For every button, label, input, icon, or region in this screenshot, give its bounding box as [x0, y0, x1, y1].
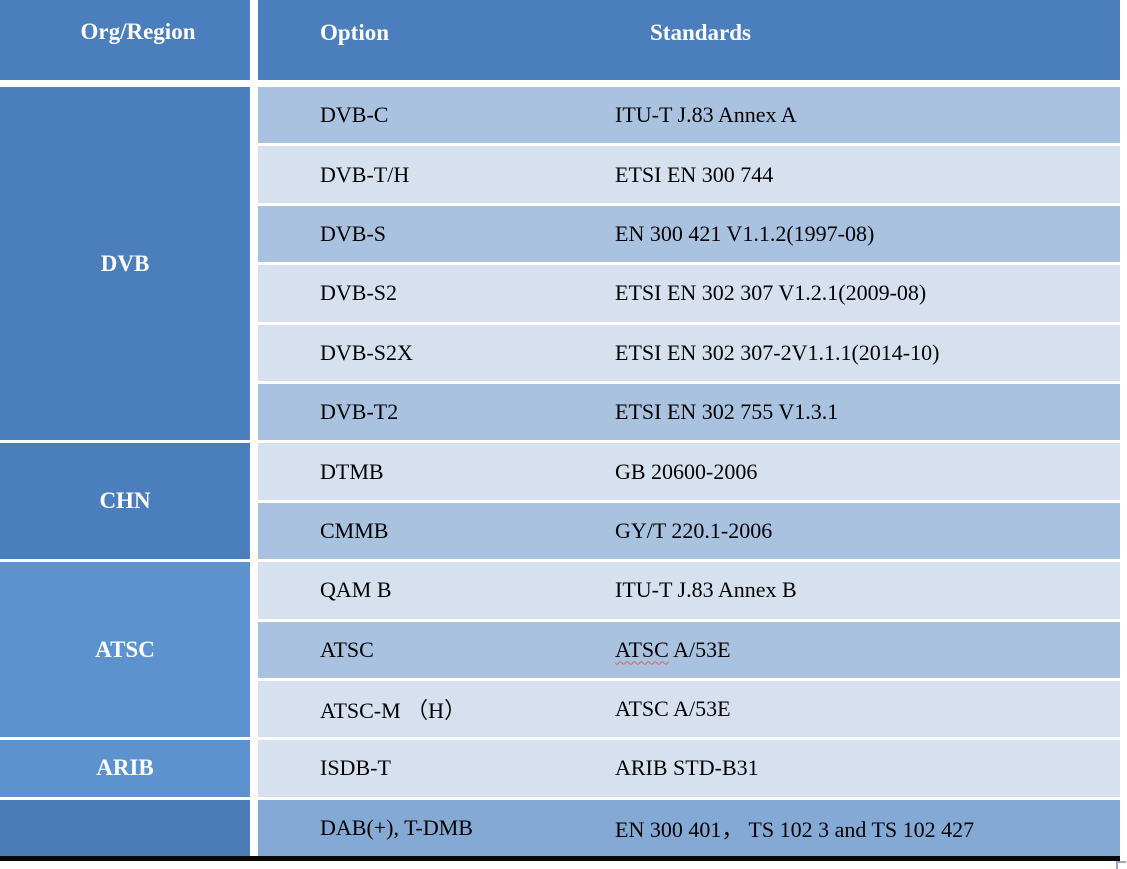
- column-header-org-region: Org/Region: [0, 0, 250, 80]
- standards-cell: ETSI EN 302 755 V1.3.1: [615, 399, 839, 425]
- table-row: ATSC ATSC A/53E: [258, 621, 1120, 678]
- table-row: CMMB GY/T 220.1-2006: [258, 502, 1120, 560]
- table-body: DVB CHN ATSC ARIB DVB-C ITU-T J.83 Annex…: [0, 87, 1127, 857]
- standards-cell: EN 300 421 V1.1.2(1997-08): [615, 220, 875, 246]
- option-cell: ATSC-M （H）: [320, 698, 467, 724]
- option-cell: DVB-S2: [320, 280, 398, 306]
- table-row: ATSC-M （H） ATSC A/53E: [258, 680, 1120, 738]
- standards-cell: EN 300 401， TS 102 3 and TS 102 427: [615, 816, 975, 842]
- option-cell: DAB(+), T-DMB: [320, 814, 473, 840]
- option-cell: DVB-S2X: [320, 339, 413, 365]
- standards-cell: ATSC A/53E: [615, 637, 731, 663]
- standards-cell: ATSC A/53E: [615, 696, 731, 722]
- standards-header-label: Standards: [650, 20, 751, 45]
- org-label: ARIB: [96, 755, 154, 781]
- option-header-label: Option: [320, 20, 390, 45]
- option-cell: DVB-T/H: [320, 161, 410, 187]
- column-header-right-block: Option Standards: [258, 0, 1120, 80]
- standards-cell: ETSI EN 300 744: [615, 161, 774, 187]
- standards-text-rest: A/53E: [668, 636, 731, 662]
- table-row: DVB-T2 ETSI EN 302 755 V1.3.1: [258, 383, 1120, 441]
- org-cell-arib: ARIB: [0, 740, 250, 797]
- option-cell: DVB-T2: [320, 399, 399, 425]
- org-region-header-label: Org/Region: [80, 19, 196, 44]
- table-corner-handle[interactable]: [1116, 861, 1126, 869]
- option-cell: DVB-C: [320, 102, 389, 128]
- option-cell: ISDB-T: [320, 755, 391, 781]
- table-row: DVB-S EN 300 421 V1.1.2(1997-08): [258, 205, 1120, 263]
- table-row: DVB-S2X ETSI EN 302 307-2V1.1.1(2014-10): [258, 324, 1120, 381]
- table-row: DAB(+), T-DMB EN 300 401， TS 102 3 and T…: [258, 799, 1120, 857]
- table-row: QAM B ITU-T J.83 Annex B: [258, 562, 1120, 619]
- org-cell-atsc: ATSC: [0, 562, 250, 738]
- table-row: DVB-S2 ETSI EN 302 307 V1.2.1(2009-08): [258, 265, 1120, 322]
- table-header-row: Org/Region Option Standards: [0, 0, 1127, 80]
- table-row: DVB-C ITU-T J.83 Annex A: [258, 87, 1120, 144]
- org-label: ATSC: [95, 636, 155, 662]
- standards-cell: ARIB STD-B31: [615, 755, 759, 781]
- standards-cell: GY/T 220.1-2006: [615, 517, 773, 543]
- standards-cell: ITU-T J.83 Annex B: [615, 577, 797, 603]
- standards-cell: ETSI EN 302 307-2V1.1.1(2014-10): [615, 339, 940, 365]
- table-row: DVB-T/H ETSI EN 300 744: [258, 146, 1120, 203]
- option-cell: ATSC: [320, 636, 374, 662]
- table-row: ISDB-T ARIB STD-B31: [258, 740, 1120, 797]
- standards-cell: ITU-T J.83 Annex A: [615, 102, 797, 128]
- org-cell-chn: CHN: [0, 443, 250, 560]
- table-bottom-border: [0, 856, 1120, 862]
- spellcheck-flagged-word: ATSC: [615, 636, 669, 662]
- table-row: DTMB GB 20600-2006: [258, 443, 1120, 500]
- option-cell: QAM B: [320, 577, 392, 603]
- option-cell: DTMB: [320, 458, 384, 484]
- option-cell: CMMB: [320, 517, 389, 543]
- standards-cell: GB 20600-2006: [615, 458, 758, 484]
- standards-cell: ETSI EN 302 307 V1.2.1(2009-08): [615, 280, 927, 306]
- org-cell-dvb: DVB: [0, 87, 250, 441]
- org-cell-empty: [0, 799, 250, 857]
- org-label: DVB: [100, 250, 150, 276]
- org-label: CHN: [99, 488, 151, 514]
- option-cell: DVB-S: [320, 220, 387, 246]
